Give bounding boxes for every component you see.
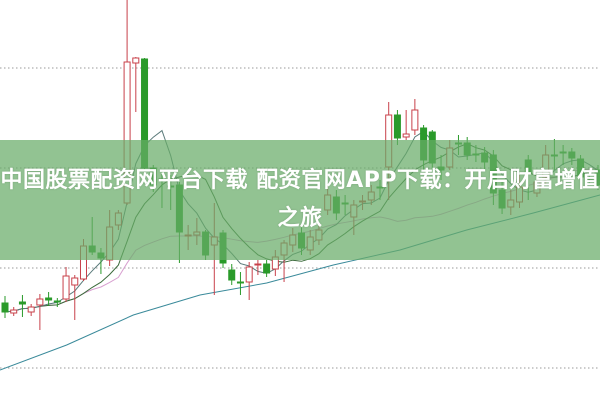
candle-up [71,277,79,286]
candle-up [27,306,35,313]
candle-down [393,114,401,139]
candle-down [263,263,271,274]
page-title: 中国股票配资网平台下载 配资官网APP下载：开启财富增值之旅 [0,168,600,231]
candle-down [1,302,9,313]
candle-down [53,300,61,303]
title-banner [0,140,600,260]
candle-down [45,297,53,301]
candle-up [411,109,419,131]
candle-down [18,301,26,305]
candle-up [402,133,410,138]
candle-up [132,57,140,64]
candle-up [254,263,262,266]
candle-up [36,298,44,306]
candle-down [228,269,236,281]
candle-up [10,309,18,314]
candle-down [236,281,244,284]
candle-up [245,266,253,283]
candle-up [62,275,70,300]
